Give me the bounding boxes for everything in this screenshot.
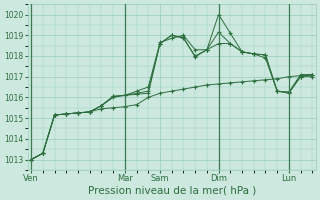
X-axis label: Pression niveau de la mer( hPa ): Pression niveau de la mer( hPa ) xyxy=(88,186,256,196)
